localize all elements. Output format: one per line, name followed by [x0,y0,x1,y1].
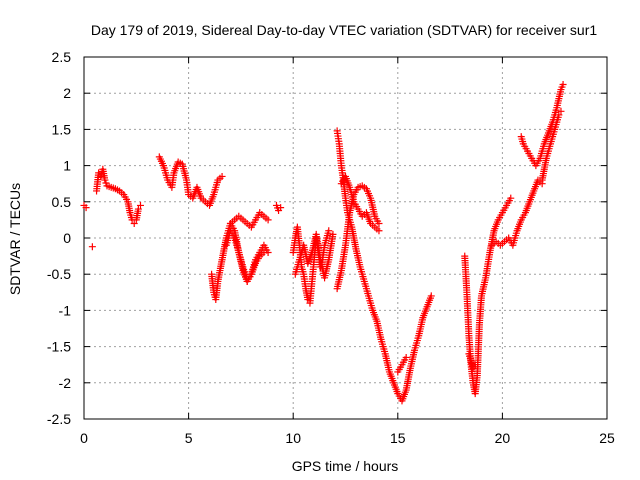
data-point [375,227,383,235]
data-point [557,107,565,115]
x-tick-label: 10 [285,430,301,446]
data-point [264,216,272,224]
series-arc9 [289,223,333,307]
data-point [375,220,383,228]
y-tick-label: 1 [63,158,71,174]
x-tick-label: 5 [185,430,193,446]
x-tick-label: 20 [495,430,511,446]
axis-ticks [83,56,608,420]
data-point [134,205,142,213]
data-point [329,230,337,238]
y-tick-label: -2 [59,375,72,391]
data-point [507,194,515,202]
data-points [80,81,567,405]
series-arc13 [337,172,383,235]
x-axis-label: GPS time / hours [292,458,399,474]
data-point [555,111,563,119]
y-tick-label: 2.5 [52,49,72,65]
series-arc17 [488,176,546,249]
y-tick-label: -1.5 [47,339,71,355]
y-tick-label: 0 [63,230,71,246]
grid-lines [84,57,607,419]
y-tick-label: 0.5 [52,194,72,210]
data-point [130,220,138,228]
data-point [260,248,268,256]
chart-title: Day 179 of 2019, Sidereal Day-to-day VTE… [91,22,597,38]
series-arc14 [394,353,410,376]
data-point [88,243,96,251]
y-axis-label: SDTVAR / TECUs [7,183,23,295]
series-arc4 [155,153,226,209]
x-tick-labels: 0 5 10 15 20 25 [80,430,615,446]
y-tick-label: -0.5 [47,266,71,282]
x-tick-label: 15 [390,430,406,446]
series-arc1 [80,201,90,212]
data-point [325,227,333,235]
x-tick-label: 0 [80,430,88,446]
series-arc6 [222,227,268,285]
y-tick-label: 1.5 [52,121,72,137]
series-arc12 [333,182,383,293]
series-arc18 [517,81,567,170]
data-point [136,201,144,209]
series-arc15 [461,194,515,398]
series-arc16 [465,350,479,372]
data-point [277,204,285,212]
data-point [402,353,410,361]
data-point [427,292,435,300]
y-tick-labels: -2.5 -2 -1.5 -1 -0.5 0 0.5 1 1.5 2 2.5 [47,49,71,427]
data-point [469,364,477,372]
x-tick-label: 25 [599,430,615,446]
series-arc10 [291,230,337,282]
data-point [218,172,226,180]
series-arc19 [538,107,565,184]
y-tick-label: -1 [59,302,72,318]
series-arc3 [93,165,144,228]
data-point [559,81,567,89]
data-point [471,361,479,369]
series-arc7 [226,209,272,231]
y-tick-label: 2 [63,85,71,101]
y-tick-label: -2.5 [47,411,71,427]
data-point [82,204,90,212]
series-arc2 [88,243,96,251]
series-arc11 [333,127,435,405]
series-arc8 [272,201,285,214]
